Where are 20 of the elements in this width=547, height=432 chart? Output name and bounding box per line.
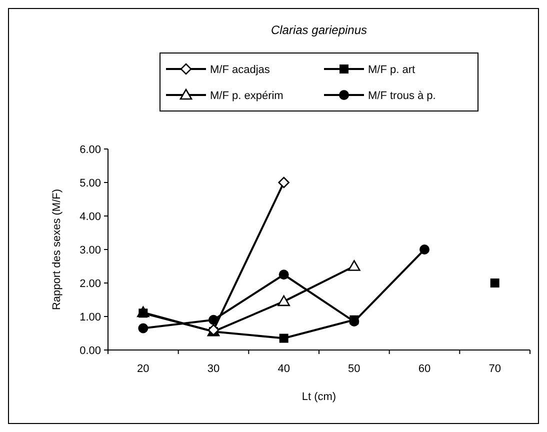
y-tick-label: 0.00 bbox=[80, 344, 101, 357]
x-tick-label: 50 bbox=[348, 363, 360, 375]
y-tick-label: 1.00 bbox=[80, 311, 101, 324]
x-tick-label: 40 bbox=[278, 363, 290, 375]
x-tick-label: 60 bbox=[418, 363, 431, 375]
x-tick-label: 70 bbox=[488, 363, 501, 375]
y-axis-title: Rapport des sexes (M/F) bbox=[51, 188, 63, 310]
y-tick-label: 4.00 bbox=[80, 210, 101, 223]
x-tick-label: 30 bbox=[207, 363, 220, 375]
legend-label: M/F acadjas bbox=[210, 64, 270, 76]
legend-label: M/F trous à p. bbox=[368, 90, 436, 102]
y-tick-label: 3.00 bbox=[80, 244, 101, 256]
x-axis-title: Lt (cm) bbox=[302, 391, 336, 403]
legend-label: M/F p. expérim bbox=[210, 90, 284, 102]
chart-title: Clarias gariepinus bbox=[270, 23, 368, 37]
x-tick-label: 20 bbox=[137, 363, 150, 375]
y-tick-label: 5.00 bbox=[80, 177, 101, 190]
y-tick-label: 6.00 bbox=[80, 144, 101, 156]
y-tick-label: 2.00 bbox=[80, 278, 101, 290]
legend-label: M/F p. art bbox=[368, 64, 416, 76]
